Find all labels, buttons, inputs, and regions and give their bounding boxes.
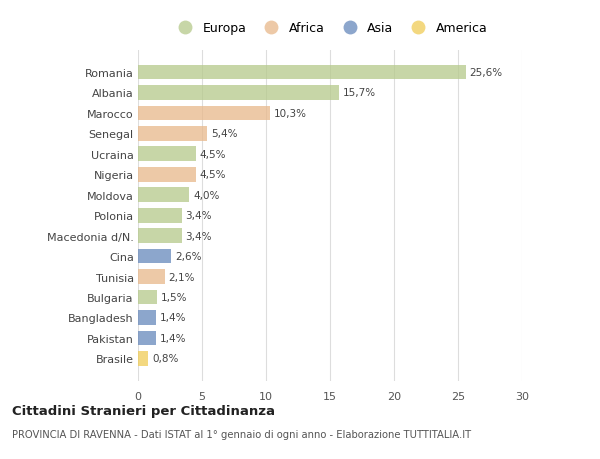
Bar [138, 127, 207, 141]
Text: 25,6%: 25,6% [470, 68, 503, 78]
Bar [138, 351, 148, 366]
Bar [138, 229, 182, 243]
Text: PROVINCIA DI RAVENNA - Dati ISTAT al 1° gennaio di ogni anno - Elaborazione TUTT: PROVINCIA DI RAVENNA - Dati ISTAT al 1° … [12, 429, 471, 439]
Bar [138, 147, 196, 162]
Text: 1,4%: 1,4% [160, 313, 186, 323]
Text: 5,4%: 5,4% [211, 129, 238, 139]
Bar [138, 188, 189, 203]
Bar [138, 331, 156, 346]
Text: Cittadini Stranieri per Cittadinanza: Cittadini Stranieri per Cittadinanza [12, 404, 275, 417]
Bar [138, 310, 156, 325]
Text: 2,6%: 2,6% [175, 252, 202, 262]
Bar [138, 106, 270, 121]
Text: 3,4%: 3,4% [185, 211, 212, 221]
Bar [138, 269, 165, 284]
Bar [138, 168, 196, 182]
Text: 4,5%: 4,5% [199, 170, 226, 180]
Text: 15,7%: 15,7% [343, 88, 376, 98]
Text: 4,0%: 4,0% [193, 190, 220, 200]
Text: 10,3%: 10,3% [274, 109, 307, 119]
Legend: Europa, Africa, Asia, America: Europa, Africa, Asia, America [167, 17, 493, 40]
Bar [138, 86, 339, 101]
Text: 4,5%: 4,5% [199, 150, 226, 159]
Text: 1,4%: 1,4% [160, 333, 186, 343]
Bar [138, 66, 466, 80]
Text: 0,8%: 0,8% [152, 353, 178, 364]
Text: 2,1%: 2,1% [169, 272, 195, 282]
Bar [138, 249, 171, 264]
Bar [138, 290, 157, 305]
Bar [138, 208, 182, 223]
Text: 3,4%: 3,4% [185, 231, 212, 241]
Text: 1,5%: 1,5% [161, 292, 188, 302]
